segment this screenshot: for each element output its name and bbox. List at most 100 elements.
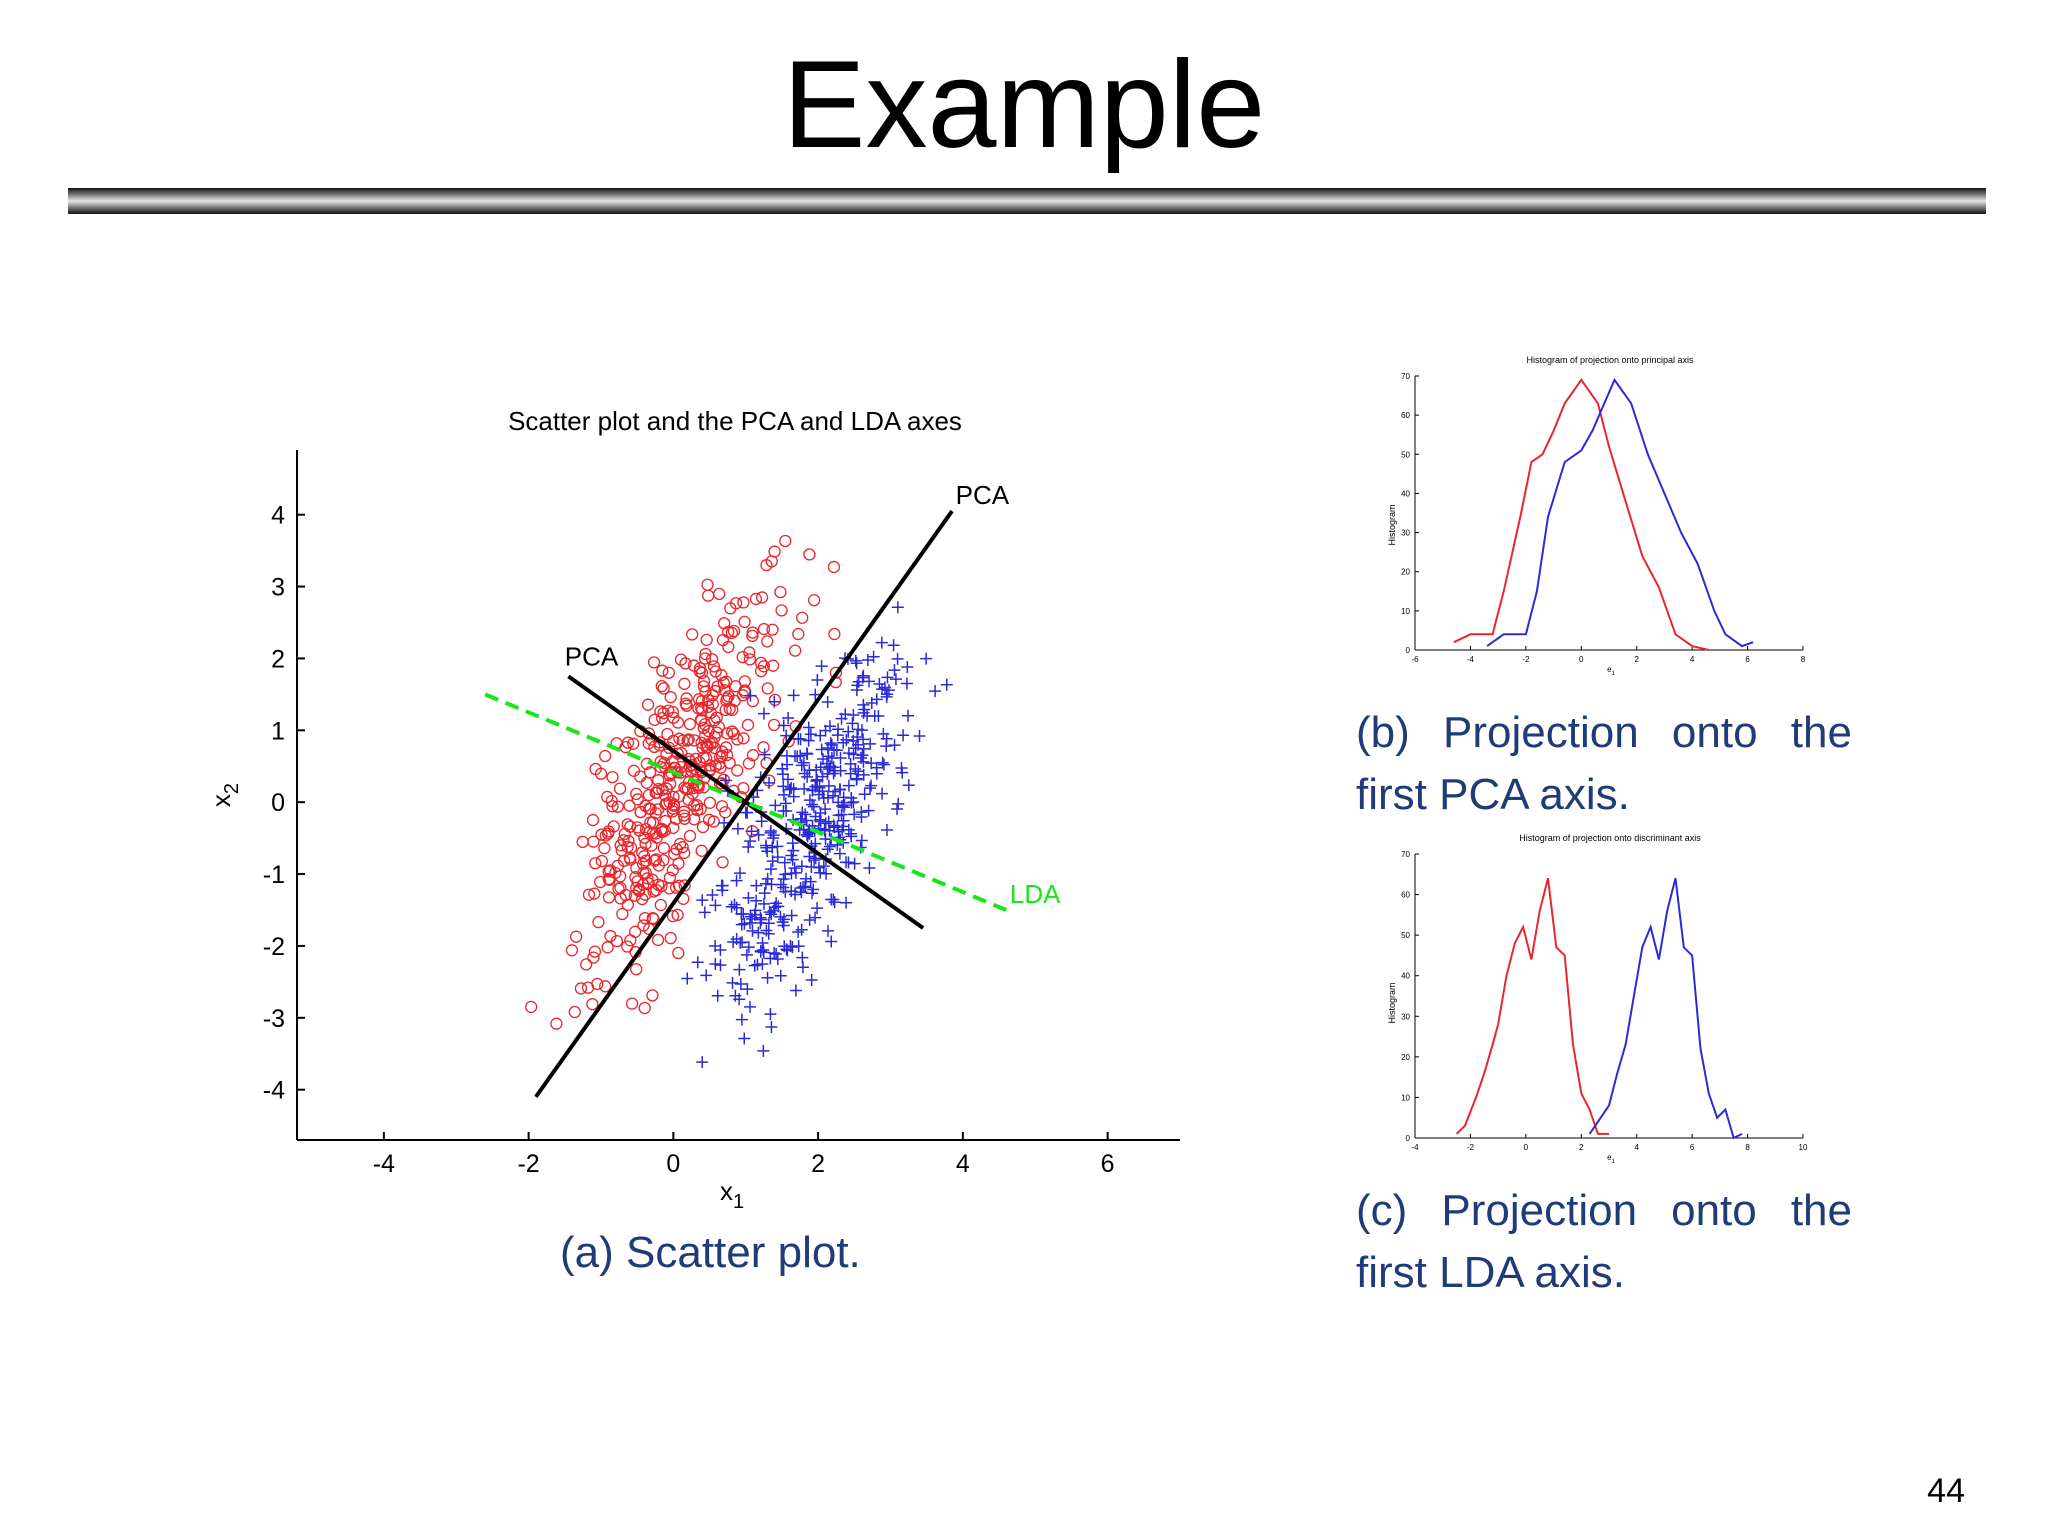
caption-c-word: Projection [1441, 1186, 1638, 1235]
axis-line-pca [534, 509, 954, 1099]
scatter-point-plus [765, 1020, 778, 1033]
scatter-point-plus [803, 794, 816, 807]
hist-lda-x-label-main: e [1607, 1153, 1612, 1162]
scatter-point-plus [848, 857, 861, 870]
scatter-point-plus [862, 804, 875, 817]
scatter-point-circle [680, 699, 693, 712]
scatter-x-tick-label: -2 [517, 1150, 539, 1178]
hist-x-tick-label: 10 [1799, 1143, 1808, 1152]
scatter-point-circle [696, 820, 710, 834]
scatter-point-circle [639, 854, 653, 867]
scatter-point-circle [678, 677, 691, 690]
scatter-point-circle [657, 682, 670, 695]
scatter-point-circle [761, 635, 774, 648]
scatter-point-circle [615, 844, 628, 857]
scatter-point-circle [743, 646, 756, 659]
scatter-point-plus [788, 862, 801, 875]
scatter-point-plus [779, 868, 792, 881]
scatter-point-circle [711, 680, 724, 693]
scatter-point-circle [699, 647, 712, 661]
hist-x-tick-label: 0 [1579, 655, 1584, 664]
scatter-point-plus [888, 739, 901, 752]
scatter-point-plus [900, 677, 913, 690]
scatter-point-circle [616, 907, 629, 921]
scatter-point-plus [762, 927, 775, 940]
scatter-point-circle [666, 909, 680, 923]
scatter-point-circle [727, 624, 741, 638]
scatter-point-circle [595, 828, 608, 841]
hist-pca-plot: -6 -4 -2 0 2 4 6 8 0 10 20 30 40 50 60 70 [1401, 372, 1806, 664]
hist-pca-title: Histogram of projection onto principal a… [1526, 355, 1694, 365]
scatter-point-plus [856, 749, 869, 762]
scatter-point-circle [624, 934, 637, 947]
scatter-point-plus [837, 791, 850, 804]
axis-line-pca [567, 674, 925, 930]
scatter-x-tick-label: 6 [1101, 1150, 1115, 1178]
scatter-point-plus [691, 956, 704, 969]
scatter-point-plus [817, 752, 830, 765]
scatter-point-plus [795, 860, 808, 873]
scatter-point-plus [833, 847, 846, 860]
scatter-point-circle [713, 750, 727, 764]
scatter-point-circle [694, 802, 707, 816]
scatter-point-plus [709, 958, 722, 971]
scatter-point-plus [751, 958, 764, 971]
scatter-series-class-2 [681, 601, 953, 1069]
scatter-point-plus [822, 815, 835, 828]
scatter-point-plus [794, 881, 807, 894]
scatter-point-plus [700, 969, 713, 982]
scatter-y-tick-label: 1 [271, 717, 285, 745]
scatter-point-plus [800, 747, 813, 760]
scatter-point-circle [641, 698, 655, 711]
scatter-point-circle [638, 1001, 651, 1015]
scatter-point-plus [709, 899, 722, 912]
scatter-point-plus [681, 972, 694, 985]
scatter-point-plus [814, 729, 827, 742]
hist-y-tick-label: 30 [1401, 1012, 1410, 1021]
axis-label-pca: PCA [565, 642, 619, 672]
scatter-point-circle [659, 789, 672, 802]
scatter-point-circle [580, 958, 593, 971]
scatter-point-circle [680, 765, 693, 778]
scatter-point-plus [744, 1000, 757, 1013]
scatter-point-circle [594, 875, 607, 889]
scatter-point-circle [656, 712, 669, 725]
caption-projection-lda: (c) Projection onto the first LDA axis. [1356, 1180, 1852, 1304]
scatter-point-circle [666, 805, 679, 818]
scatter-point-plus [816, 770, 829, 783]
scatter-point-plus [764, 1008, 777, 1021]
scatter-point-circle [623, 851, 636, 864]
scatter-point-plus [867, 650, 880, 663]
scatter-point-circle [766, 659, 780, 672]
hist-x-tick-label: 2 [1579, 1143, 1584, 1152]
scatter-point-circle [693, 665, 706, 678]
scatter-point-plus [847, 748, 860, 761]
scatter-point-circle [621, 940, 634, 953]
scatter-point-circle [672, 790, 686, 803]
scatter-point-plus [888, 664, 901, 677]
scatter-point-circle [703, 796, 717, 809]
scatter-point-circle [631, 821, 644, 834]
scatter-point-plus [804, 728, 817, 741]
scatter-point-plus [728, 898, 741, 911]
scatter-y-tick-label: -1 [263, 861, 285, 889]
scatter-points [525, 534, 953, 1069]
hist-pca-x-label-sub: 1 [1612, 671, 1616, 677]
scatter-point-plus [768, 901, 781, 914]
scatter-point-circle [722, 640, 735, 654]
scatter-y-tick-label: -3 [263, 1005, 285, 1033]
scatter-point-plus [880, 732, 893, 745]
hist-x-tick-label: -4 [1411, 1143, 1419, 1152]
hist-y-tick-label: 60 [1401, 891, 1410, 900]
scatter-point-plus [850, 773, 863, 786]
scatter-point-plus [752, 926, 765, 939]
scatter-point-circle [601, 790, 614, 804]
scatter-point-plus [761, 971, 774, 984]
scatter-point-plus [771, 840, 784, 853]
hist-y-tick-label: 0 [1406, 1134, 1411, 1143]
scatter-point-plus [725, 900, 738, 913]
scatter-point-plus [766, 855, 779, 868]
scatter-point-circle [630, 963, 643, 976]
scatter-point-circle [627, 764, 641, 777]
scatter-point-circle [666, 705, 680, 719]
